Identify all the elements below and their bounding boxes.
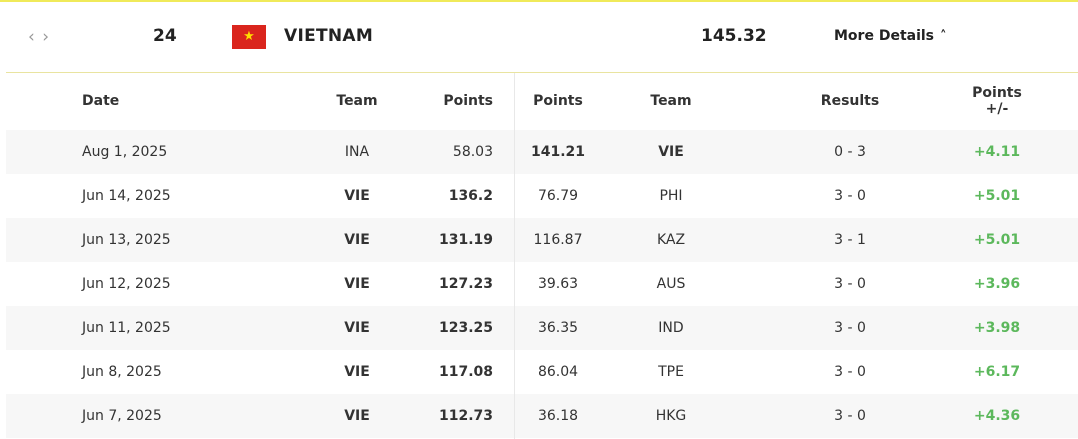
- points-1-cell: 123.25: [438, 320, 493, 336]
- date-cell: Jun 7, 2025: [82, 408, 162, 424]
- table-row: Jun 14, 2025 VIE 136.2 76.79 PHI 3 - 0 +5.01: [6, 174, 1078, 218]
- top-accent-bar: [0, 0, 1078, 2]
- summary-divider: [6, 72, 1078, 73]
- header-date: Date: [82, 93, 120, 109]
- points-2-cell: 141.21: [530, 144, 586, 160]
- column-divider: [514, 73, 515, 439]
- flag-star: ★: [243, 29, 255, 44]
- points-change-cell: +4.36: [973, 408, 1021, 424]
- chevron-up-icon: ˄: [940, 29, 947, 44]
- code-icon[interactable]: ‹ ›: [28, 27, 51, 47]
- header-team-2: Team: [650, 93, 692, 109]
- table-header: Date Team Points Points Team Results Poi…: [0, 73, 1078, 130]
- team-1-cell: VIE: [344, 188, 370, 204]
- country-name: VIETNAM: [284, 26, 374, 46]
- header-team-1: Team: [336, 93, 378, 109]
- team-1-cell: INA: [344, 144, 370, 160]
- points-2-cell: 86.04: [537, 364, 579, 380]
- team-2-cell: HKG: [655, 408, 687, 424]
- points-1-cell: 58.03: [452, 144, 493, 160]
- date-cell: Jun 12, 2025: [82, 276, 171, 292]
- result-cell: 0 - 3: [834, 144, 866, 160]
- points-1-cell: 117.08: [438, 364, 493, 380]
- result-cell: 3 - 0: [834, 320, 866, 336]
- points-2-cell: 36.35: [537, 320, 579, 336]
- total-points: 145.32: [701, 26, 767, 46]
- team-2-cell: IND: [658, 320, 684, 336]
- date-cell: Jun 13, 2025: [82, 232, 171, 248]
- points-2-cell: 39.63: [537, 276, 579, 292]
- team-2-cell: TPE: [658, 364, 684, 380]
- team-1-cell: VIE: [344, 364, 370, 380]
- points-change-cell: +3.96: [973, 276, 1021, 292]
- points-change-cell: +6.17: [973, 364, 1021, 380]
- result-cell: 3 - 1: [834, 232, 866, 248]
- result-cell: 3 - 0: [834, 408, 866, 424]
- table-row: Jun 11, 2025 VIE 123.25 36.35 IND 3 - 0 +3.98: [6, 306, 1078, 350]
- header-pm-line1: Points: [972, 85, 1022, 101]
- points-change-cell: +3.98: [973, 320, 1021, 336]
- date-cell: Jun 11, 2025: [82, 320, 171, 336]
- table-row: Jun 12, 2025 VIE 127.23 39.63 AUS 3 - 0 +3.96: [6, 262, 1078, 306]
- header-points-2: Points: [533, 93, 583, 109]
- date-cell: Jun 14, 2025: [82, 188, 171, 204]
- date-cell: Aug 1, 2025: [82, 144, 168, 160]
- result-cell: 3 - 0: [834, 276, 866, 292]
- team-1-cell: VIE: [344, 408, 370, 424]
- points-1-cell: 127.23: [438, 276, 493, 292]
- points-1-cell: 136.2: [448, 188, 493, 204]
- points-1-cell: 131.19: [438, 232, 493, 248]
- table-row: Jun 7, 2025 VIE 112.73 36.18 HKG 3 - 0 +4.36: [6, 394, 1078, 438]
- points-change-cell: +5.01: [973, 188, 1021, 204]
- header-points-change: Points +/-: [957, 73, 1037, 130]
- more-details-button[interactable]: More Details ˄: [834, 28, 947, 44]
- points-2-cell: 116.87: [533, 232, 583, 248]
- points-1-cell: 112.73: [438, 408, 493, 424]
- points-change-cell: +4.11: [973, 144, 1021, 160]
- team-2-cell: PHI: [659, 188, 683, 204]
- team-1-cell: VIE: [344, 276, 370, 292]
- team-1-cell: VIE: [344, 232, 370, 248]
- team-2-cell: VIE: [658, 144, 684, 160]
- more-details-label: More Details: [834, 28, 935, 44]
- points-change-cell: +5.01: [973, 232, 1021, 248]
- header-points-1: Points: [443, 93, 493, 109]
- header-results: Results: [820, 93, 880, 109]
- result-cell: 3 - 0: [834, 188, 866, 204]
- table-row: Aug 1, 2025 INA 58.03 141.21 VIE 0 - 3 +4.11: [6, 130, 1078, 174]
- header-pm-line2: +/-: [985, 101, 1009, 117]
- points-2-cell: 76.79: [537, 188, 579, 204]
- vietnam-flag-icon: ★: [232, 25, 266, 49]
- points-2-cell: 36.18: [537, 408, 579, 424]
- table-row: Jun 8, 2025 VIE 117.08 86.04 TPE 3 - 0 +6.17: [6, 350, 1078, 394]
- team-1-cell: VIE: [344, 320, 370, 336]
- table-row: Jun 13, 2025 VIE 131.19 116.87 KAZ 3 - 1 +5.01: [6, 218, 1078, 262]
- result-cell: 3 - 0: [834, 364, 866, 380]
- date-cell: Jun 8, 2025: [82, 364, 162, 380]
- team-2-cell: KAZ: [656, 232, 686, 248]
- team-summary-row: ‹ › 24 ★ VIETNAM 145.32 More Details ˄: [6, 2, 1078, 72]
- team-2-cell: AUS: [656, 276, 686, 292]
- rank: 24: [153, 26, 177, 46]
